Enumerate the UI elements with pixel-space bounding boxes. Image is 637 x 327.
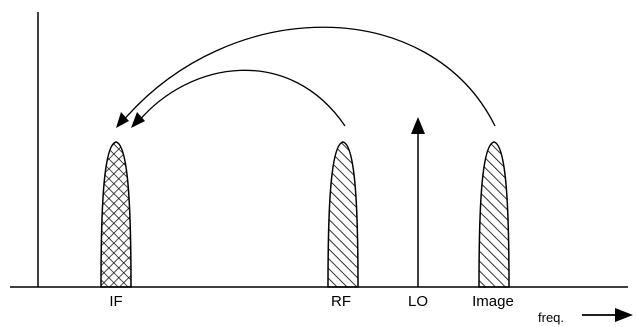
image-to-if-arrowhead (116, 112, 129, 128)
image-to-if-arrow (121, 26, 496, 127)
rf-label: RF (331, 293, 351, 310)
rf-signal-peak (327, 141, 359, 288)
if-signal-peak (100, 141, 132, 288)
image-signal-peak (478, 141, 510, 288)
image-label: Image (472, 293, 514, 310)
lo-arrow-head (411, 117, 425, 134)
rf-to-if-arrowhead (131, 112, 145, 128)
lo-label: LO (408, 293, 428, 310)
rf-to-if-arrow (137, 69, 346, 127)
if-label: IF (109, 293, 122, 310)
freq-arrow-head (615, 308, 633, 322)
freq-label: freq. (538, 310, 564, 325)
